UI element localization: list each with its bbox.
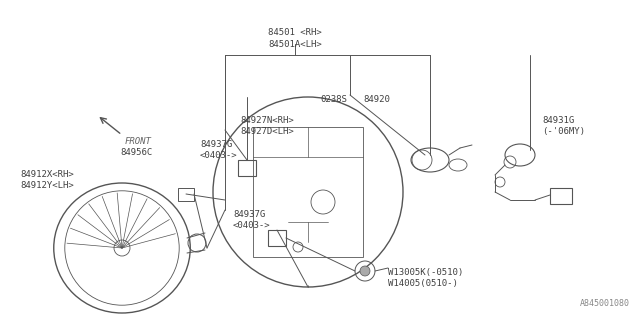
- Text: (-'06MY): (-'06MY): [542, 127, 585, 136]
- Text: 84927N<RH>: 84927N<RH>: [240, 116, 294, 125]
- Text: W13005K(-0510): W13005K(-0510): [388, 268, 463, 277]
- Text: A845001080: A845001080: [580, 299, 630, 308]
- Text: 84912Y<LH>: 84912Y<LH>: [20, 181, 74, 190]
- Text: <0403->: <0403->: [200, 151, 237, 160]
- Text: <0403->: <0403->: [233, 221, 271, 230]
- Text: 84937G: 84937G: [233, 210, 265, 219]
- Text: 84927D<LH>: 84927D<LH>: [240, 127, 294, 136]
- Text: 84912X<RH>: 84912X<RH>: [20, 170, 74, 179]
- Text: FRONT: FRONT: [125, 137, 152, 146]
- Text: 0238S: 0238S: [320, 95, 347, 104]
- Text: 84920: 84920: [363, 95, 390, 104]
- Text: 84501A<LH>: 84501A<LH>: [268, 40, 322, 49]
- Text: 84931G: 84931G: [542, 116, 574, 125]
- Circle shape: [360, 266, 370, 276]
- Text: 84501 <RH>: 84501 <RH>: [268, 28, 322, 37]
- Text: 84937G: 84937G: [200, 140, 232, 149]
- Text: W14005(0510-): W14005(0510-): [388, 279, 458, 288]
- Text: 84956C: 84956C: [120, 148, 152, 157]
